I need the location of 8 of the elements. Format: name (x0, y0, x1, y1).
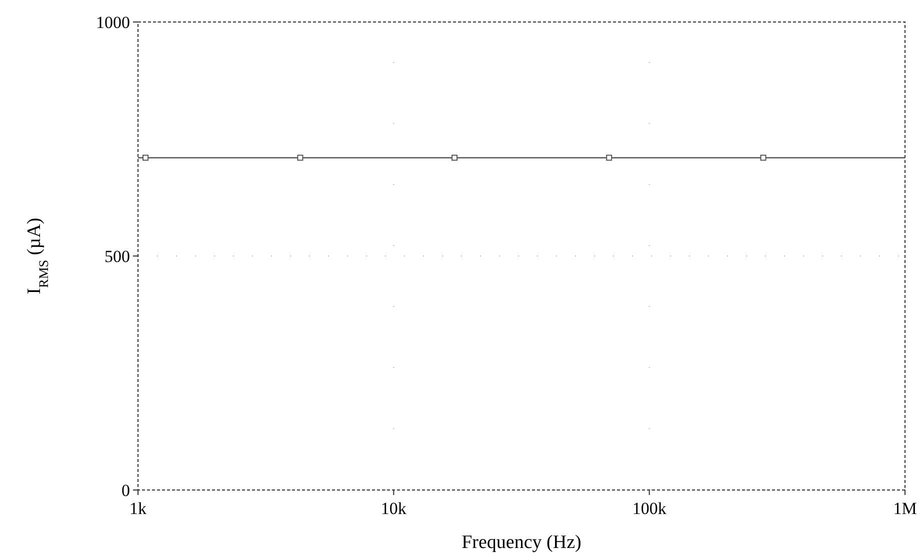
x-tick-label: 10k (380, 499, 407, 518)
x-tick-label: 1k (130, 499, 147, 518)
x-tick-label: 1M (893, 499, 917, 518)
y-tick-label: 500 (104, 246, 130, 266)
x-axis-title: Frequency (Hz) (462, 532, 582, 553)
y-tick-label: 0 (122, 480, 130, 500)
x-tick-label: 100k (632, 499, 667, 518)
y-tick-label: 1000 (96, 12, 130, 32)
